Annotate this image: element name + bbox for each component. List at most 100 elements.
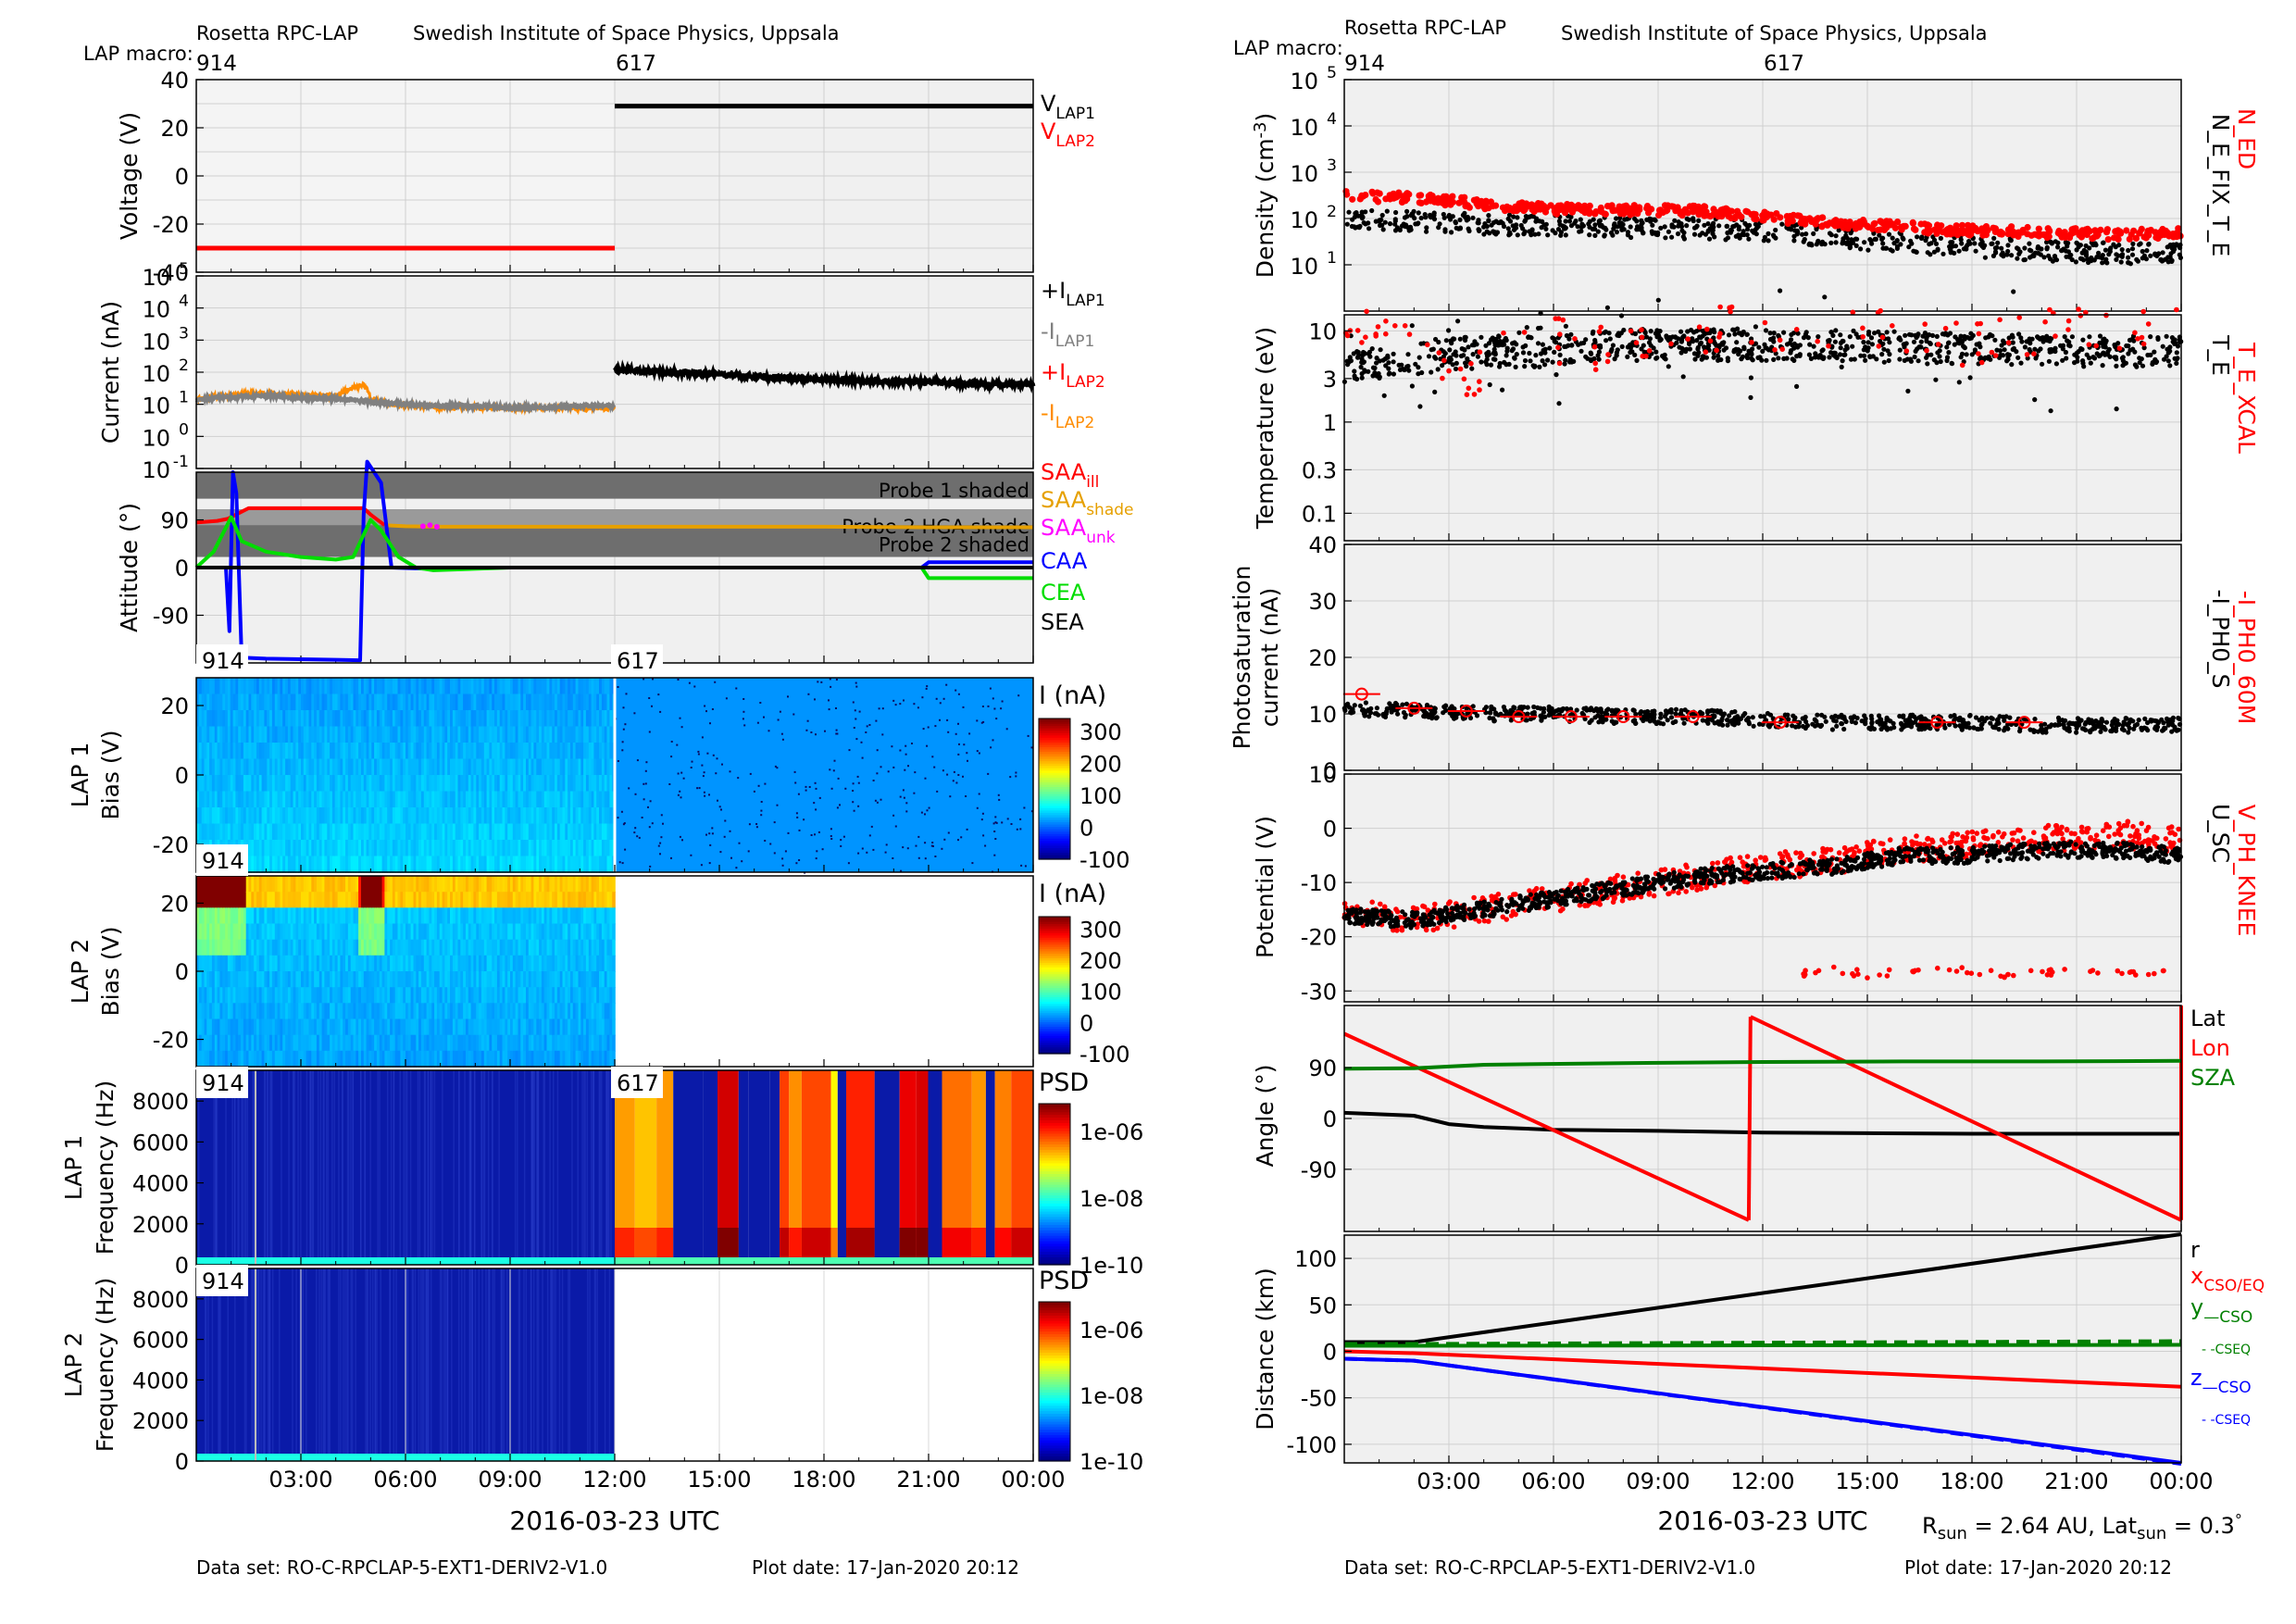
lap2-bias-cell [337,876,342,893]
lap1-psd-streak [480,1070,482,1265]
lap2-bias-cell [612,876,616,893]
lap2-bias-cell [232,939,237,956]
lap1-psd-streak [246,1070,249,1265]
lap2-bias-cell [580,971,584,988]
lap2-bias-cell [473,1018,477,1036]
lap1-bias-cell [318,823,323,841]
lap2-bias-cell [293,939,297,956]
lap2-bias-cell [528,987,532,1005]
lap2-bias-cell [585,971,590,988]
lap2-bias-cell [510,1003,514,1020]
lap1-bias-cell [295,743,299,760]
lap1-bias-cell [337,807,342,825]
lap1-bias-cell [392,856,396,873]
lap1-bias-cell [225,758,229,776]
lap1-bias-cell [258,840,263,857]
lap1-bias-cell [536,823,540,841]
lap1-bias-cell [583,791,587,808]
lap1-bias-cell [604,710,608,728]
lap1-bias-speck [676,743,679,746]
lap1-bias-cell [416,710,419,728]
lap1-bias-cell [251,693,255,711]
lap2-bias-cell [479,987,482,1005]
lap1-psd-streak [427,1070,430,1265]
lap2-bias-cell [274,923,279,941]
lap2-bias-cell [556,971,561,988]
lap1-bias-cell [552,807,555,825]
lap2-bias-cell [211,987,216,1005]
lap1-bias-cell [523,791,527,808]
lap1-bias-cell [358,743,362,760]
lap1-bias-cell [543,840,548,857]
lap1-bias-cell [282,807,286,825]
lap2-bias-cell [331,1034,336,1052]
lap1-bias-cell [606,856,611,873]
lap1-bias-speck [729,770,731,773]
lap1-bias-colorbar-step [1039,812,1070,816]
lap1-bias-cell [353,710,357,728]
lap1-bias-cell [505,775,508,793]
lap2-bias-cell [604,1018,608,1036]
lap1-bias-cell [245,758,250,776]
lap2-bias-cell [334,939,339,956]
lap2-bias-cell [201,892,206,909]
lap1-bias-cell [303,807,307,825]
lap2-bias-cell [463,1034,467,1052]
lap2-bias-cell [434,1018,438,1036]
lap1-bias-cell [258,710,263,728]
lap2-bias-cell [379,1003,383,1020]
lap2-bias-cell [410,907,415,925]
lap2-bias-cell [392,892,396,909]
lap2-bias-cell [368,907,372,925]
lap1-bias-cell [559,840,564,857]
lap1-bias-cell [245,710,250,728]
lap2-bias-cell [238,987,242,1005]
lap2-bias-cell [585,1050,590,1068]
lap1-bias-cell [407,758,412,776]
lap1-bias-cell [316,743,320,760]
lap1-bias-speck [781,864,784,867]
lap1-bias-cell [460,840,464,857]
lap2-bias-cell [460,987,464,1005]
lap2-bias-cell [536,923,540,941]
lap2-bias-cell [211,1050,216,1068]
lap1-bias-cell [248,856,253,873]
lap2-bias-cell [434,907,438,925]
lap1-bias-cell [570,840,574,857]
lap1-bias-speck [829,678,831,681]
lap2-bias-cell [483,1034,488,1052]
lap2-bias-cell [413,1018,418,1036]
lap2-bias-cell [457,1034,462,1052]
lap2-bias-cell [418,955,422,972]
current-ytick-base-4: 10 [142,394,170,419]
lap2-bias-cell [580,1003,584,1020]
lap1-bias-speck [705,710,707,713]
lap1-bias-speck [907,765,909,768]
lap1-bias-speck [830,838,833,840]
lap2-bias-cell [426,923,430,941]
lap2-bias-cell [368,971,372,988]
lap1-bias-cell [530,823,535,841]
lap2-bias-cell [282,987,286,1005]
lap1-bias-cell [331,743,336,760]
lap1-bias-cell [418,856,422,873]
lap2-bias-cell [565,1003,568,1020]
lap1-bias-cell [515,807,519,825]
lap1-bias-speck [1019,828,1022,831]
lap1-psd-streak [350,1070,352,1265]
lap1-bias-cell [588,726,593,743]
lap1-psd-ylabel: Frequency (Hz) [92,1081,119,1255]
lap2-bias-cell [434,876,438,893]
lap1-bias-cell [379,710,383,728]
lap2-bias-cell [201,939,206,956]
lap2-bias-cell [277,876,281,893]
lap2-bias-cell [334,907,339,925]
lap2-bias-cell [211,876,216,893]
lap2-bias-cell [261,939,266,956]
lap1-bias-cell [480,807,485,825]
lap2-bias-cell [366,1018,370,1036]
voltage-ytick-label-2: 0 [175,164,189,190]
lap2-bias-cell [379,971,383,988]
lap2-bias-cell [549,1018,553,1036]
lap1-psd-streak [482,1070,485,1265]
